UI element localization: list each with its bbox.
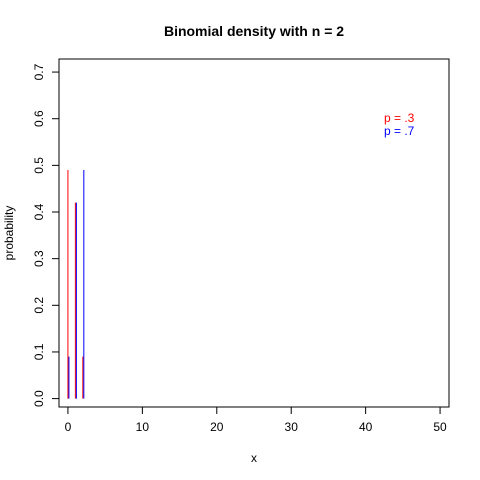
- x-tick-label: 20: [210, 420, 224, 434]
- y-tick-label: 0.1: [32, 343, 46, 360]
- x-axis: 0 10 20 30 40 50: [65, 406, 447, 434]
- y-tick-label: 0.3: [32, 250, 46, 267]
- y-tick-label: 0.6: [32, 110, 46, 127]
- legend-entry-p03: p = .3: [384, 111, 415, 125]
- y-tick-label: 0.7: [32, 63, 46, 80]
- x-tick-label: 10: [136, 420, 150, 434]
- chart-marks: [67, 170, 85, 399]
- x-tick-label: 50: [433, 420, 447, 434]
- legend: p = .3p = .7: [384, 111, 415, 138]
- y-tick-label: 0.4: [32, 203, 46, 220]
- y-tick-label: 0.5: [32, 157, 46, 174]
- legend-entry-p07: p = .7: [384, 124, 415, 138]
- x-axis-label: x: [251, 451, 257, 465]
- chart-title: Binomial density with n = 2: [164, 23, 344, 39]
- y-tick-label: 0.0: [32, 390, 46, 407]
- x-tick-label: 40: [359, 420, 373, 434]
- y-axis: 0.0 0.1 0.2 0.3 0.4 0.5 0.6 0.7: [32, 63, 60, 407]
- x-tick-label: 30: [285, 420, 299, 434]
- y-tick-label: 0.2: [32, 297, 46, 314]
- x-tick-label: 0: [65, 420, 72, 434]
- y-axis-label: probability: [2, 206, 16, 261]
